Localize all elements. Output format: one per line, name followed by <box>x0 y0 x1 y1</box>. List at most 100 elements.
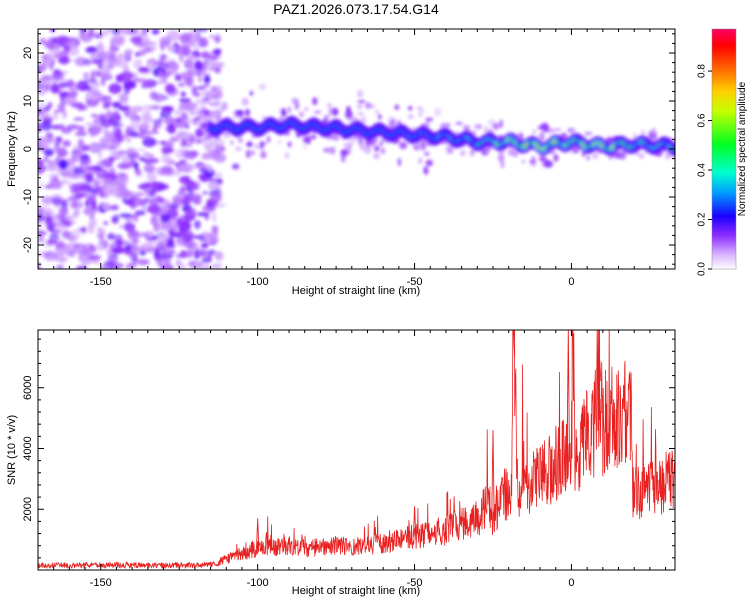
heatmap-cell <box>74 56 87 67</box>
heatmap-cell <box>80 32 93 43</box>
heatmap-cell <box>197 85 206 90</box>
heatmap-cell <box>213 262 223 268</box>
heatmap-cell <box>420 141 426 151</box>
spectrogram-axes: -150 -100 -50 0 20 10 0 -10 -20 <box>22 29 675 288</box>
heatmap-cell <box>55 142 61 146</box>
heatmap-cell <box>134 161 139 171</box>
heatmap-cell <box>137 134 146 138</box>
heatmap-cell <box>138 32 147 36</box>
y-tick-label: 10 <box>22 95 34 107</box>
heatmap-cell <box>106 248 114 256</box>
heatmap-cell <box>73 243 87 254</box>
heatmap-cell <box>83 207 97 216</box>
heatmap-cell <box>130 120 142 131</box>
heatmap-cell <box>200 104 206 111</box>
heatmap-cell <box>107 232 116 240</box>
heatmap-cell <box>203 110 210 116</box>
heatmap-cell <box>357 136 364 146</box>
heatmap-cell <box>158 70 164 79</box>
heatmap-cell <box>118 93 129 104</box>
heatmap-cell <box>532 129 536 134</box>
heatmap-cell <box>158 117 163 124</box>
heatmap-cell <box>99 137 110 148</box>
heatmap-cell <box>189 55 197 61</box>
heatmap-cell <box>124 112 135 118</box>
heatmap-cell <box>179 159 187 165</box>
heatmap-cell <box>340 149 349 157</box>
heatmap-cell <box>235 109 245 117</box>
snr-spike <box>598 359 602 382</box>
heatmap-cell <box>41 196 54 205</box>
heatmap-cell <box>97 63 104 70</box>
heatmap-cell <box>147 131 160 134</box>
heatmap-cell <box>162 249 176 255</box>
heatmap-cell <box>259 141 267 146</box>
heatmap-cell <box>423 166 429 175</box>
heatmap-cell <box>153 248 161 259</box>
heatmap-cell <box>82 72 90 80</box>
heatmap-cell <box>189 164 196 169</box>
heatmap-cell <box>206 178 219 183</box>
heatmap-cell <box>303 142 307 151</box>
heatmap-cell <box>63 45 71 53</box>
heatmap-cell <box>56 248 69 256</box>
heatmap-cell <box>75 152 82 161</box>
heatmap-cell <box>237 116 247 120</box>
heatmap-cell <box>44 148 54 157</box>
heatmap-cell <box>394 104 400 110</box>
y-tick-label: 2000 <box>22 497 34 521</box>
heatmap-cell <box>194 61 204 71</box>
heatmap-cell <box>190 193 203 202</box>
heatmap-cell <box>133 151 140 159</box>
heatmap-cell <box>209 89 217 96</box>
colorbar-gradient <box>711 28 737 270</box>
heatmap-cell <box>200 51 210 59</box>
heatmap-cell <box>69 159 76 165</box>
heatmap-cell <box>537 125 545 130</box>
heatmap-cell <box>195 128 204 138</box>
y-tick-label: 0 <box>22 146 34 152</box>
heatmap-cell <box>161 165 174 175</box>
heatmap-cell <box>43 106 50 113</box>
heatmap-cell <box>213 203 226 208</box>
heatmap-cell <box>399 141 408 150</box>
heatmap-cell <box>115 150 128 155</box>
heatmap-cell <box>143 164 156 173</box>
colorbar-axes: 0.0 0.2 0.4 0.6 0.8 <box>697 64 712 276</box>
heatmap-cell <box>87 146 98 152</box>
heatmap-cell <box>58 56 70 65</box>
heatmap-cell <box>206 201 214 209</box>
heatmap-cell <box>58 91 66 98</box>
heatmap-cell <box>38 87 41 94</box>
heatmap-cell <box>211 194 220 199</box>
heatmap-cell <box>166 239 175 248</box>
heatmap-cell <box>57 214 64 220</box>
heatmap-cell <box>202 123 206 131</box>
heatmap-cell <box>38 169 43 175</box>
heatmap-cell <box>100 77 106 86</box>
heatmap-cell <box>92 192 98 197</box>
heatmap-cell <box>186 117 193 124</box>
heatmap-cell <box>146 158 159 164</box>
heatmap-cell <box>149 91 158 100</box>
heatmap-cell <box>639 153 644 159</box>
heatmap-cell <box>44 41 56 49</box>
heatmap-cell <box>113 128 122 138</box>
snr-spike <box>512 332 516 357</box>
heatmap-cell <box>249 90 253 96</box>
x-tick-label: 0 <box>568 577 574 589</box>
heatmap-cell <box>67 219 77 225</box>
heatmap-cell <box>184 150 197 160</box>
heatmap-cell <box>266 135 271 143</box>
heatmap-cell <box>373 153 380 160</box>
heatmap-cell <box>104 186 118 196</box>
heatmap-cell <box>196 249 210 257</box>
heatmap-cell <box>82 144 90 152</box>
heatmap-cell <box>58 159 68 170</box>
snr-spikes <box>256 330 602 551</box>
heatmap-cell <box>48 37 53 41</box>
spectrogram-ylabel: Frequency (Hz) <box>6 111 18 187</box>
heatmap-cell <box>651 127 656 136</box>
heatmap-cell <box>196 139 204 143</box>
y-tick-label: 4000 <box>22 436 34 460</box>
